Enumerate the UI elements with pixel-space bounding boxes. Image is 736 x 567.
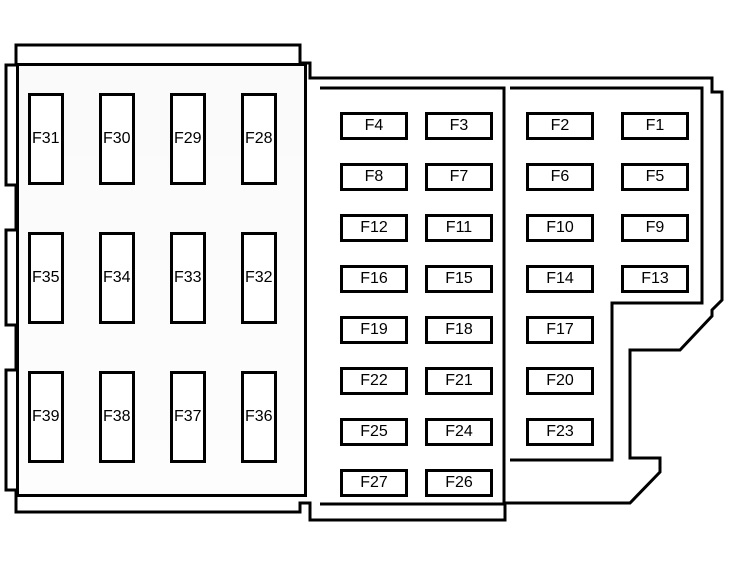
fuse-f15: F15 (425, 265, 493, 293)
fuse-f17: F17 (526, 316, 594, 344)
fuse-f38: F38 (99, 371, 135, 463)
fuse-f39: F39 (28, 371, 64, 463)
fuse-f14: F14 (526, 265, 594, 293)
fuse-f10: F10 (526, 214, 594, 242)
fuse-f29: F29 (170, 93, 206, 185)
fuse-f36: F36 (241, 371, 277, 463)
fuse-f19: F19 (340, 316, 408, 344)
fuse-f7: F7 (425, 163, 493, 191)
fuse-f16: F16 (340, 265, 408, 293)
fuse-f8: F8 (340, 163, 408, 191)
fuse-box-diagram: F31 F30 F29 F28 F35 F34 F33 F32 F39 F38 F37 F36 F4 F3… (0, 0, 736, 567)
fuse-f11: F11 (425, 214, 493, 242)
fuse-f23: F23 (526, 418, 594, 446)
fuse-f31: F31 (28, 93, 64, 185)
fuse-f12: F12 (340, 214, 408, 242)
fuse-f26: F26 (425, 469, 493, 497)
fuse-f9: F9 (621, 214, 689, 242)
fuse-f30: F30 (99, 93, 135, 185)
fuse-f24: F24 (425, 418, 493, 446)
fuse-f37: F37 (170, 371, 206, 463)
fuse-f2: F2 (526, 112, 594, 140)
fuse-f1: F1 (621, 112, 689, 140)
fuse-f32: F32 (241, 232, 277, 324)
fuse-f21: F21 (425, 367, 493, 395)
fuse-f35: F35 (28, 232, 64, 324)
fuse-f3: F3 (425, 112, 493, 140)
fuse-f6: F6 (526, 163, 594, 191)
fuse-f5: F5 (621, 163, 689, 191)
fuse-f28: F28 (241, 93, 277, 185)
fuse-f13: F13 (621, 265, 689, 293)
fuse-f4: F4 (340, 112, 408, 140)
fuse-f20: F20 (526, 367, 594, 395)
fuse-f27: F27 (340, 469, 408, 497)
fuse-f34: F34 (99, 232, 135, 324)
fuse-f22: F22 (340, 367, 408, 395)
fuse-f18: F18 (425, 316, 493, 344)
fuse-f25: F25 (340, 418, 408, 446)
fuse-f33: F33 (170, 232, 206, 324)
